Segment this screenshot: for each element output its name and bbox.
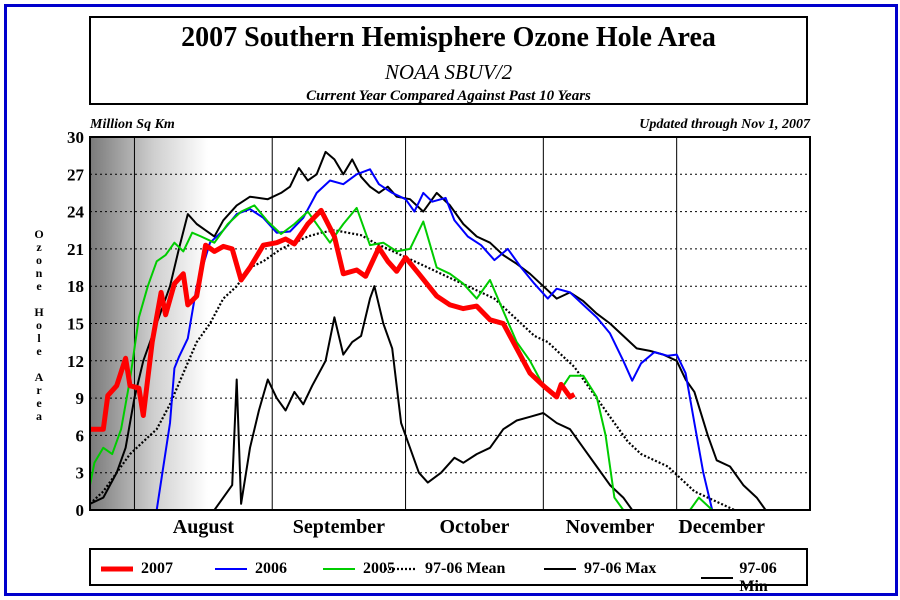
chart-subtitle: NOAA SBUV/2	[384, 60, 513, 84]
legend-item: 97-06 Max	[542, 560, 656, 578]
series-line-97-06-max	[89, 150, 767, 511]
y-tick-label: 15	[67, 315, 84, 334]
chart-subtitle-2: Current Year Compared Against Past 10 Ye…	[306, 88, 591, 104]
legend-label: 97-06 Mean	[425, 560, 506, 577]
series-line-97-06-mean	[89, 229, 735, 511]
legend-swatch	[701, 577, 733, 579]
month-label: August	[173, 516, 234, 538]
outer-frame	[4, 4, 898, 596]
legend-swatch	[101, 566, 133, 572]
y-tick-label: 27	[67, 165, 85, 184]
legend-item: 2006	[213, 560, 287, 578]
y-tick-label: 12	[67, 352, 84, 371]
series-line-2006	[155, 168, 714, 511]
month-label: November	[566, 516, 655, 538]
legend-item: 2005	[321, 560, 395, 578]
y-tick-label: 9	[76, 389, 85, 408]
y-tick-label: 21	[67, 240, 84, 259]
legend-item: 97-06 Mean	[383, 560, 505, 578]
month-label: October	[439, 516, 509, 538]
legend-item: 2007	[99, 560, 173, 578]
legend-swatch	[385, 567, 417, 571]
legend-label: 2007	[141, 560, 173, 577]
legend-swatch	[215, 568, 247, 570]
y-tick-label: 3	[76, 464, 85, 483]
y-tick-label: 30	[67, 128, 84, 147]
legend: 2007 2006 2005 97-06 Mean 97-06 Max 97-06 Min	[89, 548, 808, 595]
series-line-97-06-min	[213, 285, 634, 511]
legend-label: 2005	[363, 560, 395, 577]
month-label: December	[678, 516, 765, 538]
legend-label: 97-06 Max	[584, 560, 657, 577]
y-tick-label: 18	[67, 277, 84, 296]
y-tick-label: 24	[67, 203, 85, 222]
chart-title: 2007 Southern Hemisphere Ozone Hole Area	[181, 22, 716, 53]
legend-swatch	[544, 568, 576, 570]
series-line-2007	[90, 207, 576, 432]
series-line-2005	[89, 204, 713, 511]
y-tick-label: 6	[76, 426, 85, 445]
updated-label: Updated through Nov 1, 2007	[639, 117, 810, 132]
legend-swatch	[323, 568, 355, 570]
legend-label: 2006	[255, 560, 287, 577]
title-box: 2007 Southern Hemisphere Ozone Hole Area…	[89, 16, 808, 105]
month-label: September	[293, 516, 385, 538]
dark-period-shading	[90, 137, 208, 510]
legend-label: 97-06 Min	[739, 560, 777, 595]
legend-item: 97-06 Min	[699, 560, 806, 596]
y-tick-label: 0	[76, 501, 85, 520]
plot-frame	[89, 136, 811, 511]
units-label: Million Sq Km	[90, 117, 175, 132]
